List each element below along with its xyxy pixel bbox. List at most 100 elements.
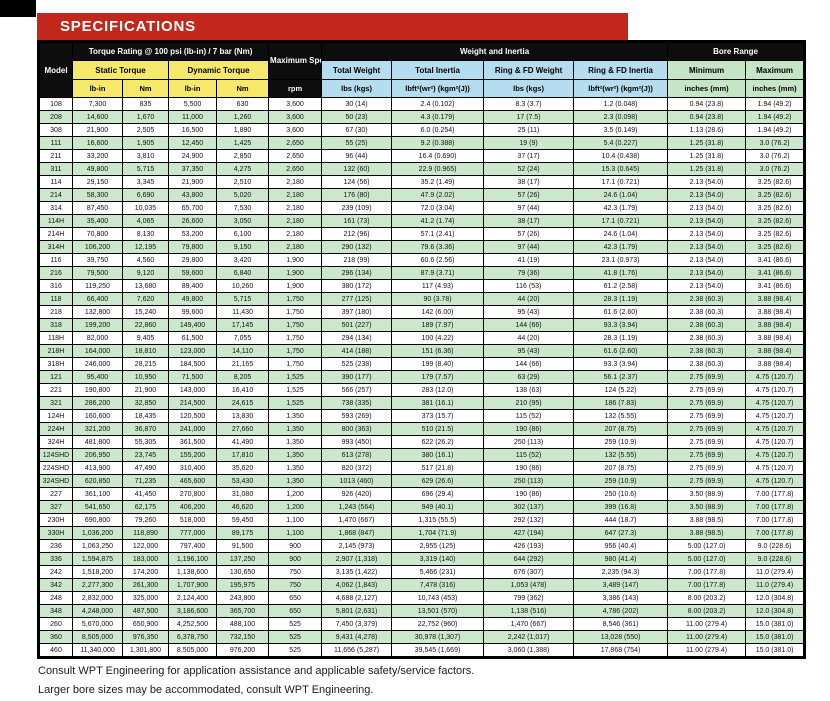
cell-total_weight: 277 (125) (321, 292, 393, 306)
cell-max_speed_rpm: 1,525 (268, 383, 323, 397)
cell-bore_max: 7.00 (177.8) (745, 487, 806, 501)
cell-dynamic_lbin: 361,500 (168, 435, 217, 449)
cell-ring_fd_inertia: 23.1 (0.973) (573, 253, 669, 267)
cell-max_speed_rpm: 750 (268, 565, 323, 579)
cell-total_inertia: 6.0 (0.254) (391, 123, 485, 137)
cell-model: 224H (38, 422, 73, 436)
cell-dynamic_nm: 91,500 (215, 539, 270, 553)
cell-ring_fd_weight: 1,138 (516) (483, 604, 575, 618)
cell-static_nm: 325,000 (122, 591, 169, 605)
cell-ring_fd_inertia: 399 (16.8) (573, 500, 669, 514)
cell-bore_max: 3.41 (86.6) (745, 279, 806, 293)
cell-static_lbin: 541,650 (72, 500, 123, 514)
cell-bore_min: 3.50 (88.9) (667, 487, 747, 501)
cell-dynamic_lbin: 123,000 (168, 344, 217, 358)
cell-static_nm: 8,130 (122, 227, 169, 241)
unit-total-inertia: lbft²(wr²) (kgm²(J)) (391, 79, 485, 98)
cell-static_nm: 835 (122, 97, 169, 111)
cell-bore_max: 3.88 (98.4) (745, 344, 806, 358)
cell-total_weight: 525 (238) (321, 357, 393, 371)
cell-ring_fd_weight: 250 (113) (483, 435, 575, 449)
cell-ring_fd_inertia: 1.2 (0.048) (573, 97, 669, 111)
cell-ring_fd_weight: 426 (193) (483, 539, 575, 553)
cell-dynamic_nm: 1,260 (215, 110, 270, 124)
cell-ring_fd_weight: 190 (86) (483, 461, 575, 475)
cell-max_speed_rpm: 2,650 (268, 136, 323, 150)
cell-bore_min: 2.38 (60.3) (667, 344, 747, 358)
cell-bore_min: 7.00 (177.8) (667, 578, 747, 592)
cell-max_speed_rpm: 1,350 (268, 435, 323, 449)
cell-total_weight: 820 (372) (321, 461, 393, 475)
cell-total_inertia: 5,466 (231) (391, 565, 485, 579)
page-corner-decoration (0, 0, 36, 17)
cell-total_inertia: 35.2 (1.49) (391, 175, 485, 189)
table-row: 216 79,500 9,120 59,600 6,840 1,900 296 (134) 8… (38, 266, 806, 280)
cell-static_lbin: 4,248,000 (72, 604, 123, 618)
cell-total_weight: 212 (96) (321, 227, 393, 241)
cell-max_speed_rpm: 1,350 (268, 422, 323, 436)
table-row: 342 2,277,300 261,300 1,707,900 195,975 750 4,… (38, 578, 806, 592)
cell-static_lbin: 2,832,000 (72, 591, 123, 605)
cell-dynamic_nm: 7,055 (215, 331, 270, 345)
cell-total_weight: 294 (134) (321, 331, 393, 345)
cell-total_weight: 593 (269) (321, 409, 393, 423)
cell-total_weight: 2,145 (973) (321, 539, 393, 553)
cell-model: 230H (38, 513, 73, 527)
cell-bore_min: 2.13 (54.0) (667, 266, 747, 280)
cell-dynamic_lbin: 21,900 (168, 175, 217, 189)
cell-bore_min: 3.88 (98.5) (667, 513, 747, 527)
cell-total_inertia: 10,743 (453) (391, 591, 485, 605)
cell-model: 111 (38, 136, 73, 150)
cell-ring_fd_weight: 116 (53) (483, 279, 575, 293)
cell-static_lbin: 14,600 (72, 110, 123, 124)
cell-total_weight: 397 (180) (321, 305, 393, 319)
header-bore-range: Bore Range (667, 41, 806, 61)
cell-total_inertia: 100 (4.22) (391, 331, 485, 345)
cell-dynamic_lbin: 65,700 (168, 201, 217, 215)
cell-ring_fd_inertia: 42.3 (1.79) (573, 240, 669, 254)
cell-static_lbin: 690,800 (72, 513, 123, 527)
cell-model: 108 (38, 97, 73, 111)
cell-ring_fd_weight: 115 (52) (483, 409, 575, 423)
table-row: 111 16,600 1,905 12,450 1,425 2,650 55 (25) 9.2… (38, 136, 806, 150)
cell-static_lbin: 29,150 (72, 175, 123, 189)
cell-bore_min: 2.13 (54.0) (667, 227, 747, 241)
cell-model: 227 (38, 487, 73, 501)
cell-model: 124H (38, 409, 73, 423)
unit-static-lbin: lb-in (72, 79, 123, 98)
cell-max_speed_rpm: 2,180 (268, 201, 323, 215)
header-bore-minimum: Minimum (667, 60, 747, 80)
cell-total_inertia: 79.6 (3.36) (391, 240, 485, 254)
cell-ring_fd_inertia: 17.1 (0.721) (573, 175, 669, 189)
cell-ring_fd_weight: 190 (86) (483, 422, 575, 436)
cell-static_nm: 47,490 (122, 461, 169, 475)
cell-bore_max: 4.75 (120.7) (745, 383, 806, 397)
cell-static_nm: 3,810 (122, 149, 169, 163)
unit-ring-fd-inertia: lbft²(wr²) (kgm²(J)) (573, 79, 669, 98)
cell-static_nm: 7,620 (122, 292, 169, 306)
cell-total_inertia: 949 (40.1) (391, 500, 485, 514)
cell-max_speed_rpm: 1,750 (268, 331, 323, 345)
page-title: SPECIFICATIONS (60, 18, 196, 35)
cell-total_inertia: 2.4 (0.102) (391, 97, 485, 111)
cell-ring_fd_weight: 799 (362) (483, 591, 575, 605)
cell-ring_fd_weight: 3,060 (1,388) (483, 643, 575, 658)
cell-ring_fd_inertia: 980 (41.4) (573, 552, 669, 566)
table-row: 308 21,900 2,505 16,500 1,890 3,600 67 (30) 6.0… (38, 123, 806, 137)
cell-ring_fd_weight: 250 (113) (483, 474, 575, 488)
cell-model: 248 (38, 591, 73, 605)
cell-model: 318 (38, 318, 73, 332)
cell-model: 118H (38, 331, 73, 345)
cell-max_speed_rpm: 1,900 (268, 253, 323, 267)
cell-static_nm: 1,301,800 (122, 643, 169, 658)
cell-dynamic_lbin: 143,000 (168, 383, 217, 397)
cell-model: 216 (38, 266, 73, 280)
cell-max_speed_rpm: 2,180 (268, 188, 323, 202)
cell-total_weight: 239 (109) (321, 201, 393, 215)
cell-static_lbin: 321,200 (72, 422, 123, 436)
table-row: 208 14,600 1,670 11,000 1,260 3,600 50 (23) 4.3… (38, 110, 806, 124)
cell-static_lbin: 361,100 (72, 487, 123, 501)
cell-bore_max: 3.41 (86.6) (745, 253, 806, 267)
cell-static_nm: 650,900 (122, 617, 169, 631)
cell-ring_fd_inertia: 93.3 (3.94) (573, 357, 669, 371)
